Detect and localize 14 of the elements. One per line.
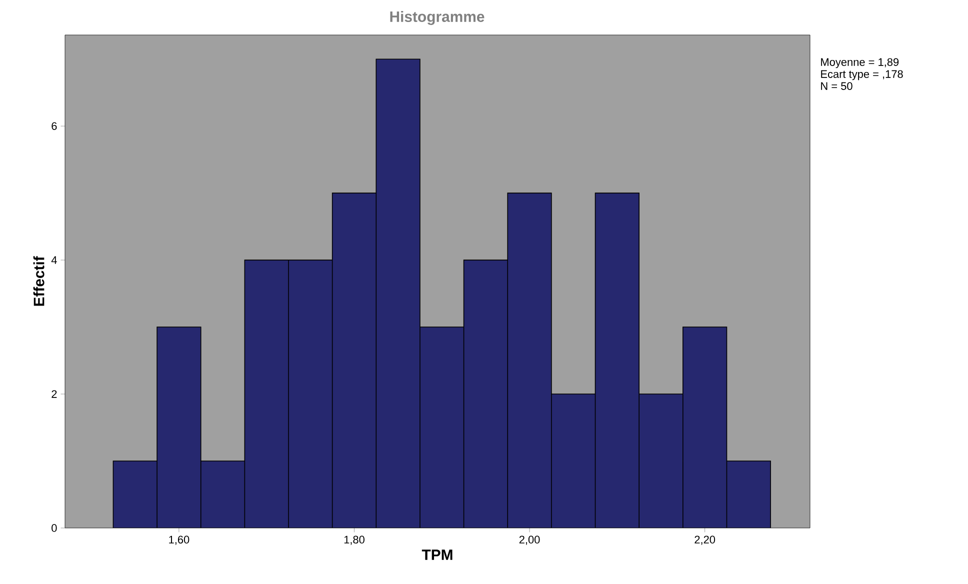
y-tick-label: 0: [52, 524, 57, 532]
x-tick-label: 2,00: [519, 536, 540, 545]
y-axis-title: Effectif: [33, 256, 44, 306]
y-tick-label: 6: [52, 122, 57, 130]
x-axis-title: TPM: [422, 550, 452, 560]
x-tick-label: 1,60: [169, 536, 190, 545]
chart-title: Histogramme: [390, 10, 484, 25]
y-tick-label: 2: [52, 390, 57, 398]
x-tick-label: 2,20: [694, 536, 716, 545]
x-tick-label: 1,80: [344, 536, 364, 545]
text: Moyenne = 1,89: [821, 58, 899, 68]
text: Ecart type = ,178: [821, 70, 903, 80]
y-tick-label: 4: [51, 256, 57, 264]
text: N = 50: [821, 82, 852, 90]
